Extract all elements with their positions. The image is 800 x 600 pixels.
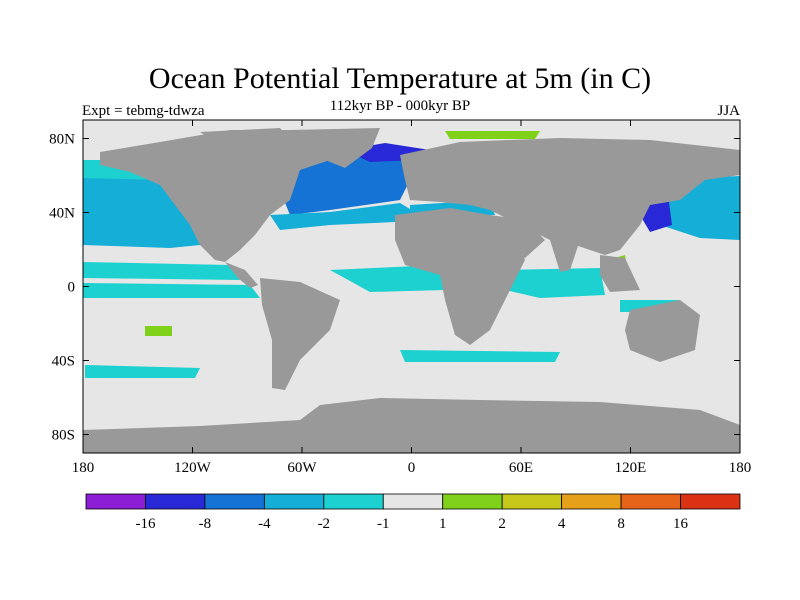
colorbar-swatch	[562, 494, 621, 509]
lon-tick-label: 120W	[174, 460, 212, 476]
lon-tick-label: 60W	[287, 460, 317, 476]
anomaly-southern-ocean-band	[400, 350, 560, 362]
lon-tick-label: 60E	[509, 460, 533, 476]
colorbar-label: -8	[199, 516, 212, 532]
lon-tick-label: 120E	[615, 460, 647, 476]
map-panel	[83, 120, 740, 453]
lat-tick-label: 40N	[49, 206, 75, 222]
colorbar-swatch	[264, 494, 323, 509]
colorbar-label: 16	[673, 516, 689, 532]
colorbar-label: 2	[498, 516, 506, 532]
colorbar-swatch	[205, 494, 264, 509]
colorbar-swatch	[324, 494, 383, 509]
lon-tick-label: 180	[72, 460, 95, 476]
anomaly-tropical-pacific-south	[83, 283, 260, 298]
lat-tick-label: 80N	[49, 132, 75, 148]
colorbar-swatch	[443, 494, 502, 509]
colorbar-swatch	[86, 494, 145, 509]
lat-tick-label: 0	[68, 280, 76, 296]
colorbar: -16 -8 -4 -2 -1 1 2 4 8 16	[86, 494, 740, 532]
anomaly-south-pacific-warm	[145, 326, 172, 336]
colorbar-label: -4	[258, 516, 271, 532]
lon-tick-label: 0	[408, 460, 416, 476]
colorbar-label: -2	[318, 516, 331, 532]
lat-tick-label: 40S	[52, 354, 75, 370]
colorbar-label: 4	[558, 516, 566, 532]
colorbar-label: -1	[377, 516, 390, 532]
colorbar-swatch	[681, 494, 740, 509]
colorbar-label: 8	[617, 516, 625, 532]
colorbar-label: 1	[439, 516, 447, 532]
lon-tick-label: 180	[729, 460, 752, 476]
colorbar-swatch	[145, 494, 204, 509]
colorbar-swatch	[383, 494, 442, 509]
colorbar-label: -16	[135, 516, 155, 532]
anomaly-arctic-warm	[445, 131, 540, 139]
lat-tick-label: 80S	[52, 428, 75, 444]
colorbar-swatch	[621, 494, 680, 509]
colorbar-swatch	[502, 494, 561, 509]
map-figure: 180 120W 60W 0 60E 120E 180 80N40N040S80S -16-…	[0, 0, 800, 600]
